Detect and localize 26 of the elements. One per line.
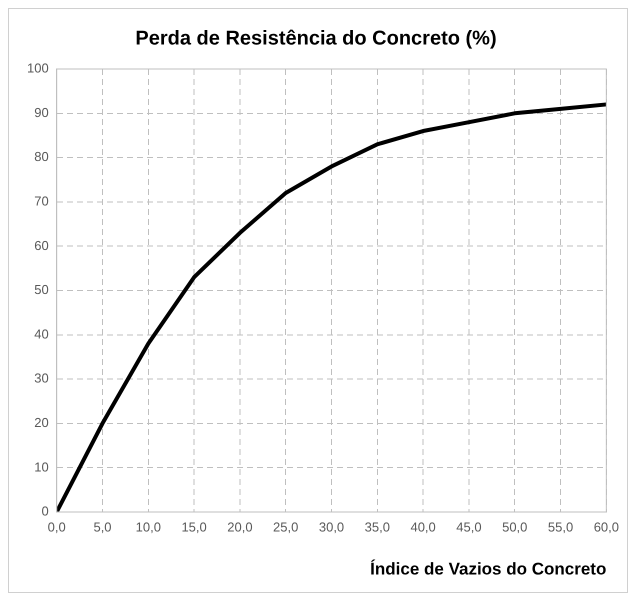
x-tick-label: 55,0 <box>548 519 574 534</box>
x-tick-label: 60,0 <box>594 519 620 534</box>
y-tick-label: 60 <box>34 238 49 253</box>
y-tick-label: 30 <box>34 370 49 386</box>
x-tick-label: 40,0 <box>410 519 436 534</box>
x-tick-label: 0,0 <box>48 519 66 534</box>
x-tick-label: 15,0 <box>181 519 207 534</box>
y-tick-label: 70 <box>34 193 49 208</box>
y-tick-label: 50 <box>34 282 49 298</box>
x-tick-label: 5,0 <box>93 519 112 534</box>
x-tick-label: 10,0 <box>136 519 161 534</box>
y-tick-label: 90 <box>34 104 49 120</box>
y-tick-label: 100 <box>26 60 49 76</box>
x-tick-label: 30,0 <box>318 519 344 534</box>
x-tick-label: 35,0 <box>364 519 390 534</box>
y-tick-label: 40 <box>34 326 49 342</box>
chart-title: Perda de Resistência do Concreto (%) <box>135 28 497 50</box>
x-axis-title: Índice de Vazios do Concreto <box>370 558 606 578</box>
x-tick-label: 45,0 <box>456 519 482 534</box>
x-tick-label: 50,0 <box>502 519 528 534</box>
x-tick-label: 25,0 <box>273 519 298 534</box>
y-tick-label: 80 <box>34 149 49 164</box>
y-tick-label: 0 <box>41 504 49 519</box>
x-tick-label: 20,0 <box>227 519 253 534</box>
y-tick-label: 20 <box>34 414 49 430</box>
y-tick-label: 10 <box>34 459 49 474</box>
